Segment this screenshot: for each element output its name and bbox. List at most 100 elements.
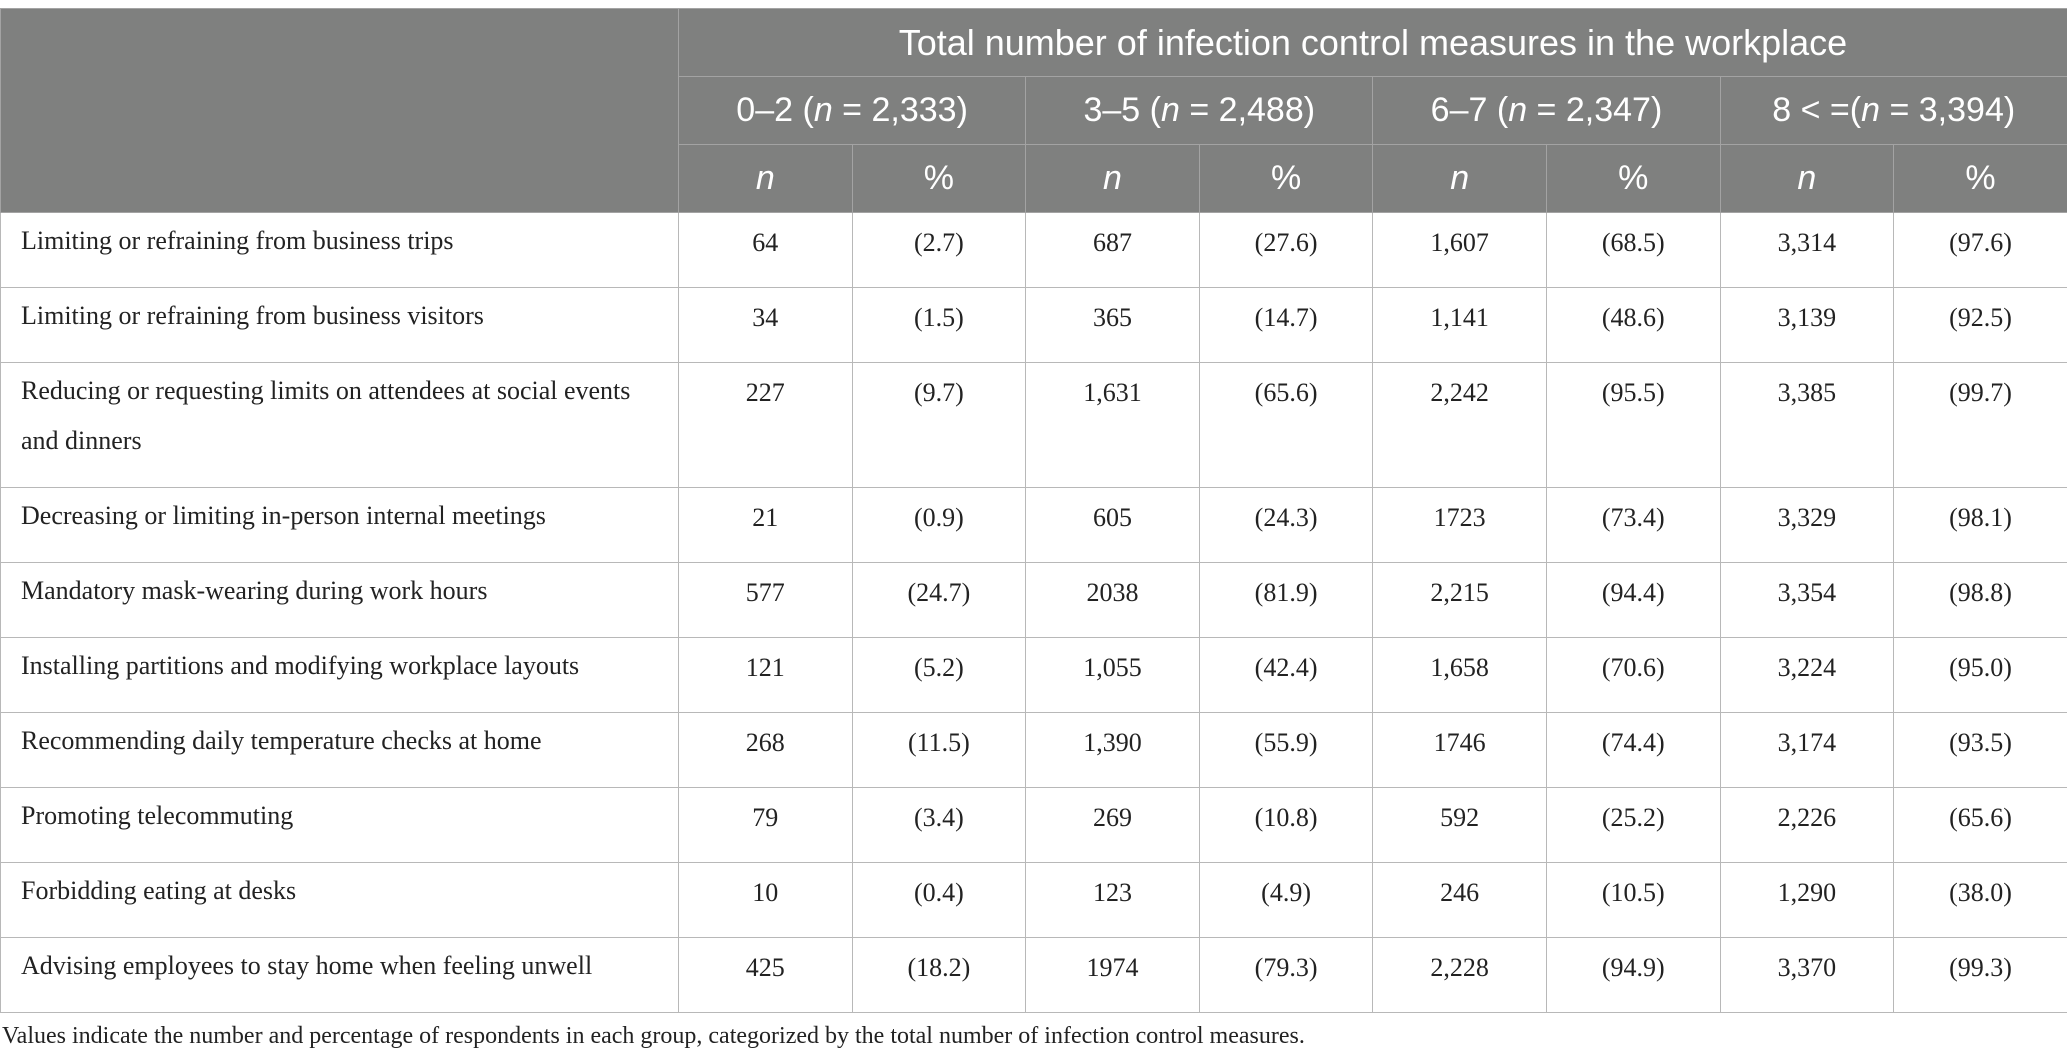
count-cell: 123 [1026, 863, 1200, 938]
count-cell: 2038 [1026, 563, 1200, 638]
count-cell: 121 [679, 638, 853, 713]
count-cell: 3,314 [1720, 213, 1894, 288]
percent-cell: (65.6) [1894, 788, 2067, 863]
subheader-percent: % [1546, 145, 1720, 213]
row-label-cell: Installing partitions and modifying work… [1, 638, 679, 713]
table-row: Limiting or refraining from business vis… [1, 288, 2067, 363]
group-range: 8 < = [1772, 91, 1850, 129]
row-label: Forbidding eating at desks [21, 866, 662, 918]
percent-cell: (27.6) [1199, 213, 1373, 288]
row-label: Limiting or refraining from business vis… [21, 291, 662, 343]
percent-cell: (70.6) [1546, 638, 1720, 713]
row-label-cell: Recommending daily temperature checks at… [1, 713, 679, 788]
table-row: Recommending daily temperature checks at… [1, 713, 2067, 788]
header-blank-cell [1, 9, 679, 213]
row-label: Decreasing or limiting in-person interna… [21, 491, 662, 543]
count-cell: 3,385 [1720, 363, 1894, 488]
count-cell: 1723 [1373, 488, 1547, 563]
row-label-cell: Advising employees to stay home when fee… [1, 938, 679, 1013]
count-cell: 227 [679, 363, 853, 488]
table-footnote: Values indicate the number and percentag… [2, 1023, 2067, 1050]
count-cell: 79 [679, 788, 853, 863]
subheader-n: n [679, 145, 853, 213]
table-row: Installing partitions and modifying work… [1, 638, 2067, 713]
row-label: Installing partitions and modifying work… [21, 641, 662, 693]
percent-cell: (99.7) [1894, 363, 2067, 488]
row-label-cell: Decreasing or limiting in-person interna… [1, 488, 679, 563]
count-cell: 1,055 [1026, 638, 1200, 713]
group-range: 0–2 [736, 91, 793, 129]
percent-cell: (18.2) [852, 938, 1026, 1013]
percent-cell: (10.5) [1546, 863, 1720, 938]
row-label: Promoting telecommuting [21, 791, 662, 843]
percent-cell: (94.4) [1546, 563, 1720, 638]
table-header: Total number of infection control measur… [1, 9, 2067, 213]
count-cell: 1,658 [1373, 638, 1547, 713]
percent-cell: (92.5) [1894, 288, 2067, 363]
percent-cell: (10.8) [1199, 788, 1373, 863]
percent-cell: (98.1) [1894, 488, 2067, 563]
percent-cell: (11.5) [852, 713, 1026, 788]
count-cell: 21 [679, 488, 853, 563]
group-header: 8 < =(n = 3,394) [1720, 77, 2067, 145]
table-row: Advising employees to stay home when fee… [1, 938, 2067, 1013]
percent-cell: (9.7) [852, 363, 1026, 488]
percent-cell: (25.2) [1546, 788, 1720, 863]
count-cell: 1,290 [1720, 863, 1894, 938]
count-cell: 3,354 [1720, 563, 1894, 638]
row-label-cell: Reducing or requesting limits on attende… [1, 363, 679, 488]
group-n-symbol: n [1161, 91, 1180, 129]
percent-cell: (68.5) [1546, 213, 1720, 288]
row-label: Limiting or refraining from business tri… [21, 216, 662, 268]
percent-cell: (97.6) [1894, 213, 2067, 288]
row-label: Reducing or requesting limits on attende… [21, 366, 662, 468]
row-label-cell: Limiting or refraining from business vis… [1, 288, 679, 363]
group-header: 6–7 (n = 2,347) [1373, 77, 1720, 145]
percent-cell: (14.7) [1199, 288, 1373, 363]
row-label: Advising employees to stay home when fee… [21, 941, 662, 993]
row-label-cell: Limiting or refraining from business tri… [1, 213, 679, 288]
count-cell: 2,226 [1720, 788, 1894, 863]
percent-cell: (2.7) [852, 213, 1026, 288]
group-range: 6–7 [1431, 91, 1488, 129]
percent-cell: (81.9) [1199, 563, 1373, 638]
count-cell: 1,390 [1026, 713, 1200, 788]
count-cell: 1,631 [1026, 363, 1200, 488]
count-cell: 2,215 [1373, 563, 1547, 638]
percent-cell: (42.4) [1199, 638, 1373, 713]
count-cell: 3,174 [1720, 713, 1894, 788]
percent-cell: (94.9) [1546, 938, 1720, 1013]
group-open-paren: ( [1487, 91, 1508, 129]
percent-cell: (48.6) [1546, 288, 1720, 363]
percent-cell: (3.4) [852, 788, 1026, 863]
count-cell: 1746 [1373, 713, 1547, 788]
table-row: Reducing or requesting limits on attende… [1, 363, 2067, 488]
subheader-n: n [1026, 145, 1200, 213]
group-n-value: = 3,394) [1880, 91, 2015, 129]
count-cell: 425 [679, 938, 853, 1013]
count-cell: 577 [679, 563, 853, 638]
count-cell: 365 [1026, 288, 1200, 363]
group-open-paren: ( [793, 91, 814, 129]
percent-cell: (0.9) [852, 488, 1026, 563]
percent-cell: (24.3) [1199, 488, 1373, 563]
subheader-percent: % [852, 145, 1026, 213]
percent-cell: (99.3) [1894, 938, 2067, 1013]
percent-cell: (95.5) [1546, 363, 1720, 488]
infection-control-table: Total number of infection control measur… [0, 8, 2067, 1013]
group-range: 3–5 [1083, 91, 1140, 129]
percent-cell: (79.3) [1199, 938, 1373, 1013]
subheader-n: n [1373, 145, 1547, 213]
count-cell: 592 [1373, 788, 1547, 863]
row-label-cell: Promoting telecommuting [1, 788, 679, 863]
subheader-percent: % [1199, 145, 1373, 213]
count-cell: 1974 [1026, 938, 1200, 1013]
percent-cell: (74.4) [1546, 713, 1720, 788]
percent-cell: (5.2) [852, 638, 1026, 713]
count-cell: 687 [1026, 213, 1200, 288]
percent-cell: (55.9) [1199, 713, 1373, 788]
count-cell: 3,329 [1720, 488, 1894, 563]
row-label-cell: Mandatory mask-wearing during work hours [1, 563, 679, 638]
